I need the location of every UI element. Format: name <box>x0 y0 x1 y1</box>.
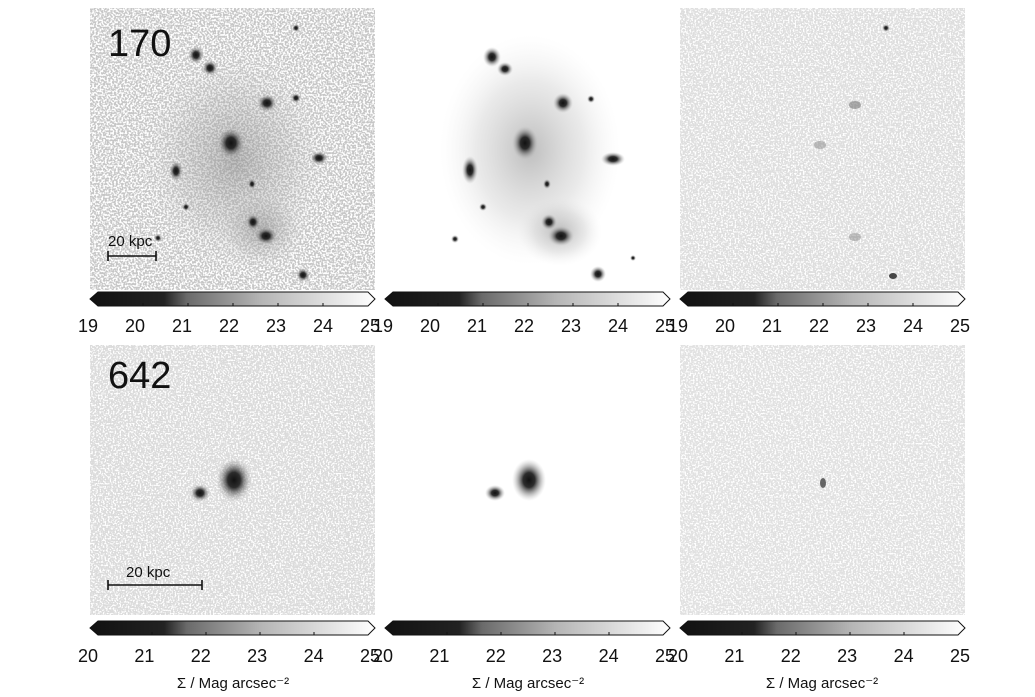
colorbar-tick-label: 23 <box>837 646 857 666</box>
colorbar-tick-label: 25 <box>360 316 380 336</box>
row2-observed-image <box>90 345 375 615</box>
row1-colorbar-3 <box>679 291 966 307</box>
colorbar-tick-label: 22 <box>219 316 239 336</box>
colorbar-tick-label: 24 <box>304 646 324 666</box>
colorbar-tick-label: 23 <box>542 646 562 666</box>
colorbar-tick-label: 22 <box>514 316 534 336</box>
colorbar-tick-label: 23 <box>266 316 286 336</box>
colorbar-tick-label: 21 <box>172 316 192 336</box>
colorbar-tick-label: 22 <box>191 646 211 666</box>
colorbar-tick-label: 22 <box>781 646 801 666</box>
colorbar-tick-label: 20 <box>420 316 440 336</box>
colorbar-tick-label: 20 <box>715 316 735 336</box>
row2-colorbar-1 <box>89 620 376 636</box>
row1-colorbar-1 <box>89 291 376 307</box>
colorbar-tick-label: 24 <box>599 646 619 666</box>
colorbar-tick-label: 23 <box>561 316 581 336</box>
row2-colorbar-axis-label-1: Σ / Mag arcsec⁻² <box>177 675 289 692</box>
colorbar-tick-label: 24 <box>608 316 628 336</box>
colorbar-tick-label: 22 <box>809 316 829 336</box>
row2-model-image <box>385 345 670 615</box>
colorbar-tick-label: 20 <box>668 646 688 666</box>
colorbar-tick-label: 20 <box>373 646 393 666</box>
row2-scalebar: 20 kpc <box>107 564 203 590</box>
row1-residual-image <box>680 8 965 290</box>
colorbar-tick-label: 23 <box>856 316 876 336</box>
row1-scalebar: 20 kpc <box>107 233 157 261</box>
row2-colorbar-3 <box>679 620 966 636</box>
row1-observed-image <box>90 8 375 290</box>
colorbar-tick-label: 21 <box>134 646 154 666</box>
row2-colorbar-axis-label-3: Σ / Mag arcsec⁻² <box>766 675 878 692</box>
row2-object-id: 642 <box>108 355 171 397</box>
colorbar-tick-label: 24 <box>903 316 923 336</box>
row1-model-image <box>385 8 670 290</box>
colorbar-tick-label: 25 <box>655 316 675 336</box>
colorbar-tick-label: 24 <box>313 316 333 336</box>
row2-scalebar-label: 20 kpc <box>126 564 171 581</box>
colorbar-tick-label: 22 <box>486 646 506 666</box>
colorbar-tick-label: 21 <box>467 316 487 336</box>
colorbar-tick-label: 21 <box>724 646 744 666</box>
row2-residual-image <box>680 345 965 615</box>
row2-colorbar-axis-label-2: Σ / Mag arcsec⁻² <box>472 675 584 692</box>
colorbar-tick-label: 19 <box>668 316 688 336</box>
row2-colorbar-2 <box>384 620 671 636</box>
row1-colorbar-2 <box>384 291 671 307</box>
colorbar-tick-label: 20 <box>125 316 145 336</box>
colorbar-tick-label: 19 <box>373 316 393 336</box>
colorbar-tick-label: 25 <box>950 646 970 666</box>
colorbar-tick-label: 25 <box>950 316 970 336</box>
row1-object-id: 170 <box>108 23 171 65</box>
colorbar-tick-label: 24 <box>894 646 914 666</box>
colorbar-tick-label: 21 <box>429 646 449 666</box>
colorbar-tick-label: 23 <box>247 646 267 666</box>
row1-scalebar-label: 20 kpc <box>108 233 153 250</box>
colorbar-tick-label: 25 <box>655 646 675 666</box>
colorbar-tick-label: 19 <box>78 316 98 336</box>
colorbar-tick-label: 25 <box>360 646 380 666</box>
colorbar-tick-label: 20 <box>78 646 98 666</box>
colorbar-tick-label: 21 <box>762 316 782 336</box>
